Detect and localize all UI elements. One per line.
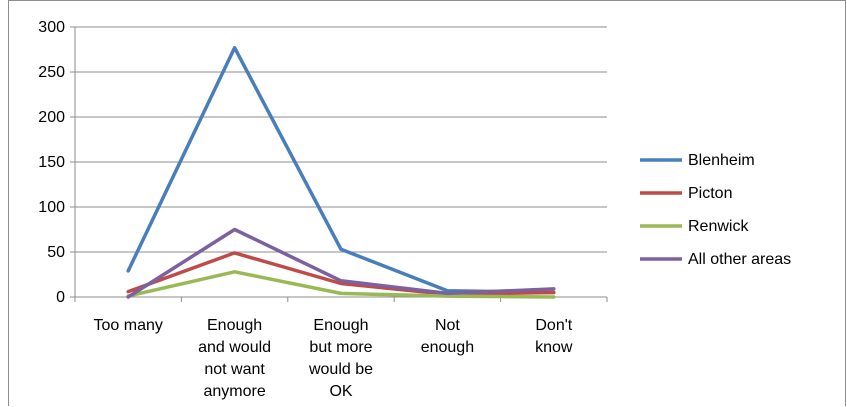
series-line-all-other-areas [126, 227, 556, 299]
x-category-label: Enough but more would be OK [308, 317, 373, 400]
legend-label: Renwick [688, 218, 749, 235]
legend: Blenheim Picton Renwick All other areas [640, 152, 791, 268]
gridlines [75, 26, 607, 253]
y-axis: 0 50 100 150 200 250 300 [38, 19, 76, 306]
x-category-label: Don't know [535, 317, 573, 356]
series-line-renwick [126, 270, 556, 299]
y-tick-label: 100 [38, 199, 65, 216]
series-line-picton [126, 251, 556, 297]
x-category-label: Enough and would not want anymore [198, 317, 271, 400]
y-tick-label: 250 [38, 64, 65, 81]
x-axis: Too many Enough and would not want anymore En… [74, 296, 608, 400]
x-category-label: Too many [94, 317, 163, 334]
legend-label: Picton [688, 185, 732, 202]
chart-frame [8, 0, 846, 406]
y-tick-label: 0 [56, 289, 65, 306]
y-tick-label: 150 [38, 154, 65, 171]
y-tick-label: 50 [47, 244, 65, 261]
x-category-label: Not enough [421, 317, 474, 356]
y-tick-label: 200 [38, 109, 65, 126]
series-lines [126, 45, 556, 299]
legend-label: Blenheim [688, 152, 755, 169]
legend-label: All other areas [688, 251, 791, 268]
y-tick-label: 300 [38, 19, 65, 36]
